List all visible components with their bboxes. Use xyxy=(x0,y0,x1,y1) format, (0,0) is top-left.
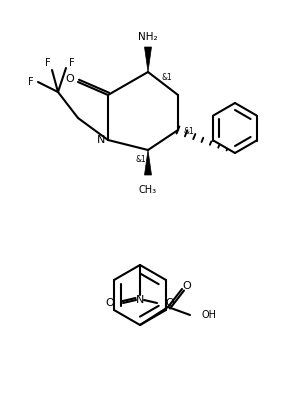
Text: F: F xyxy=(28,77,34,87)
Text: &1: &1 xyxy=(161,73,172,83)
Text: O: O xyxy=(166,298,174,308)
Text: O: O xyxy=(66,74,74,84)
Text: NH₂: NH₂ xyxy=(138,32,158,42)
Text: CH₃: CH₃ xyxy=(139,185,157,195)
Text: O: O xyxy=(183,281,191,291)
Text: F: F xyxy=(69,58,75,68)
Text: O: O xyxy=(106,298,114,308)
Text: &1: &1 xyxy=(135,156,146,165)
Polygon shape xyxy=(145,47,151,72)
Text: N: N xyxy=(97,135,105,145)
Text: OH: OH xyxy=(202,310,217,320)
Text: F: F xyxy=(45,58,51,68)
Text: &1: &1 xyxy=(183,127,194,136)
Text: N: N xyxy=(136,295,144,305)
Polygon shape xyxy=(145,150,151,175)
